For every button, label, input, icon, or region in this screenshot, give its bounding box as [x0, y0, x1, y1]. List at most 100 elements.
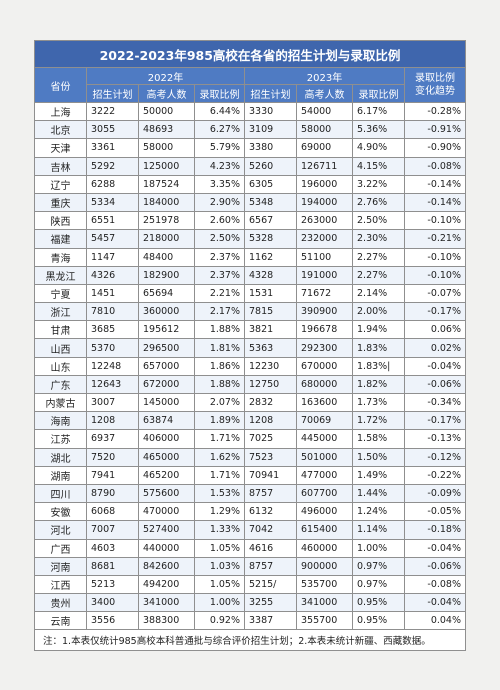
- province-cell: 甘肃: [34, 320, 87, 340]
- trend-cell: 0.02%: [404, 338, 466, 358]
- examinees-2023-cell: 69000: [296, 138, 353, 158]
- plan-2022-cell: 5334: [86, 192, 139, 213]
- ratio-2023-cell: 5.36%: [352, 120, 405, 140]
- province-cell: 吉林: [34, 156, 87, 176]
- plan-2023-cell: 1531: [244, 283, 297, 304]
- trend-cell: -0.06%: [404, 374, 466, 395]
- plan-2023-cell: 5328: [244, 229, 297, 249]
- plan-2022-cell: 5370: [86, 338, 139, 358]
- ratio-2022-cell: 1.33%: [194, 520, 245, 540]
- examinees-2022-cell: 440000: [138, 538, 195, 558]
- examinees-2022-cell: 465000: [138, 447, 195, 467]
- examinees-2022-cell: 65694: [138, 283, 195, 304]
- examinees-2023-cell: 196000: [296, 174, 353, 194]
- plan-2022-cell: 3222: [86, 101, 139, 122]
- examinees-2023-cell: 680000: [296, 374, 353, 395]
- ratio-2023-cell: 0.95%: [352, 593, 405, 613]
- province-cell: 云南: [34, 611, 87, 631]
- province-cell: 北京: [34, 120, 87, 140]
- ratio-2022-cell: 1.88%: [194, 374, 245, 395]
- province-cell: 内蒙古: [34, 392, 87, 413]
- province-cell: 宁夏: [34, 283, 87, 304]
- ratio-2023-cell: 1.58%: [352, 429, 405, 449]
- examinees-2023-cell: 355700: [296, 611, 353, 631]
- plan-2023-cell: 3109: [244, 120, 297, 140]
- province-cell: 山西: [34, 338, 87, 358]
- province-cell: 江苏: [34, 429, 87, 449]
- header-examinees-2023: 高考人数: [296, 84, 353, 103]
- ratio-2023-cell: 2.27%: [352, 247, 405, 267]
- plan-2023-cell: 6305: [244, 174, 297, 194]
- header-plan-2022: 招生计划: [86, 84, 139, 103]
- plan-2023-cell: 7025: [244, 429, 297, 449]
- plan-2022-cell: 3556: [86, 611, 139, 631]
- plan-2023-cell: 7815: [244, 302, 297, 322]
- ratio-2023-cell: 1.83%: [352, 338, 405, 358]
- header-examinees-2022: 高考人数: [138, 84, 195, 103]
- ratio-2023-cell: 0.97%: [352, 556, 405, 576]
- plan-2023-cell: 5363: [244, 338, 297, 358]
- trend-cell: -0.13%: [404, 429, 466, 449]
- examinees-2022-cell: 184000: [138, 192, 195, 213]
- plan-2023-cell: 4328: [244, 265, 297, 285]
- table-row: 北京 3055 48693 6.27% 3109 58000 5.36% -0.91%: [34, 120, 466, 140]
- trend-cell: -0.90%: [404, 138, 466, 158]
- trend-cell: -0.04%: [404, 538, 466, 558]
- examinees-2022-cell: 63874: [138, 411, 195, 431]
- trend-cell: -0.08%: [404, 574, 466, 595]
- province-cell: 陕西: [34, 211, 87, 231]
- ratio-2022-cell: 1.62%: [194, 447, 245, 467]
- table-row: 陕西 6551 251978 2.60% 6567 263000 2.50% -0.10%: [34, 211, 466, 231]
- table-row: 江苏 6937 406000 1.71% 7025 445000 1.58% -0.13%: [34, 429, 466, 449]
- ratio-2022-cell: 1.81%: [194, 338, 245, 358]
- trend-cell: -0.12%: [404, 447, 466, 467]
- examinees-2023-cell: 501000: [296, 447, 353, 467]
- ratio-2022-cell: 3.35%: [194, 174, 245, 194]
- examinees-2023-cell: 607700: [296, 483, 353, 504]
- trend-cell: -0.10%: [404, 247, 466, 267]
- plan-2022-cell: 4603: [86, 538, 139, 558]
- ratio-2022-cell: 1.29%: [194, 502, 245, 522]
- table-row: 安徽 6068 470000 1.29% 6132 496000 1.24% -0.05%: [34, 502, 466, 522]
- examinees-2022-cell: 672000: [138, 374, 195, 395]
- plan-2023-cell: 3821: [244, 320, 297, 340]
- ratio-2022-cell: 2.50%: [194, 229, 245, 249]
- table-row: 黑龙江 4326 182900 2.37% 4328 191000 2.27% -0.10%: [34, 265, 466, 285]
- trend-cell: -0.06%: [404, 556, 466, 576]
- examinees-2022-cell: 296500: [138, 338, 195, 358]
- examinees-2023-cell: 292300: [296, 338, 353, 358]
- examinees-2023-cell: 232000: [296, 229, 353, 249]
- examinees-2022-cell: 50000: [138, 101, 195, 122]
- examinees-2023-cell: 900000: [296, 556, 353, 576]
- trend-cell: -0.18%: [404, 520, 466, 540]
- header-year-2022: 2022年: [86, 67, 245, 85]
- ratio-2022-cell: 1.00%: [194, 593, 245, 613]
- ratio-2023-cell: 1.14%: [352, 520, 405, 540]
- examinees-2023-cell: 58000: [296, 120, 353, 140]
- ratio-2022-cell: 1.86%: [194, 356, 245, 376]
- ratio-2023-cell: 1.00%: [352, 538, 405, 558]
- examinees-2022-cell: 58000: [138, 138, 195, 158]
- province-cell: 安徽: [34, 502, 87, 522]
- table-row: 福建 5457 218000 2.50% 5328 232000 2.30% -0.21%: [34, 229, 466, 249]
- ratio-2022-cell: 1.71%: [194, 429, 245, 449]
- header-plan-2023: 招生计划: [244, 84, 297, 103]
- examinees-2022-cell: 48400: [138, 247, 195, 267]
- plan-2023-cell: 3387: [244, 611, 297, 631]
- province-cell: 辽宁: [34, 174, 87, 194]
- table-row: 青海 1147 48400 2.37% 1162 51100 2.27% -0.10%: [34, 247, 466, 267]
- province-cell: 贵州: [34, 593, 87, 613]
- trend-cell: -0.14%: [404, 192, 466, 213]
- plan-2023-cell: 70941: [244, 465, 297, 485]
- table-row: 湖北 7520 465000 1.62% 7523 501000 1.50% -0.12%: [34, 447, 466, 467]
- ratio-2023-cell: 2.30%: [352, 229, 405, 249]
- plan-2023-cell: 3380: [244, 138, 297, 158]
- header-year-2023: 2023年: [244, 67, 405, 85]
- plan-2022-cell: 6288: [86, 174, 139, 194]
- ratio-2022-cell: 5.79%: [194, 138, 245, 158]
- plan-2022-cell: 7941: [86, 465, 139, 485]
- trend-cell: -0.10%: [404, 265, 466, 285]
- examinees-2022-cell: 657000: [138, 356, 195, 376]
- trend-cell: -0.04%: [404, 593, 466, 613]
- plan-2022-cell: 5457: [86, 229, 139, 249]
